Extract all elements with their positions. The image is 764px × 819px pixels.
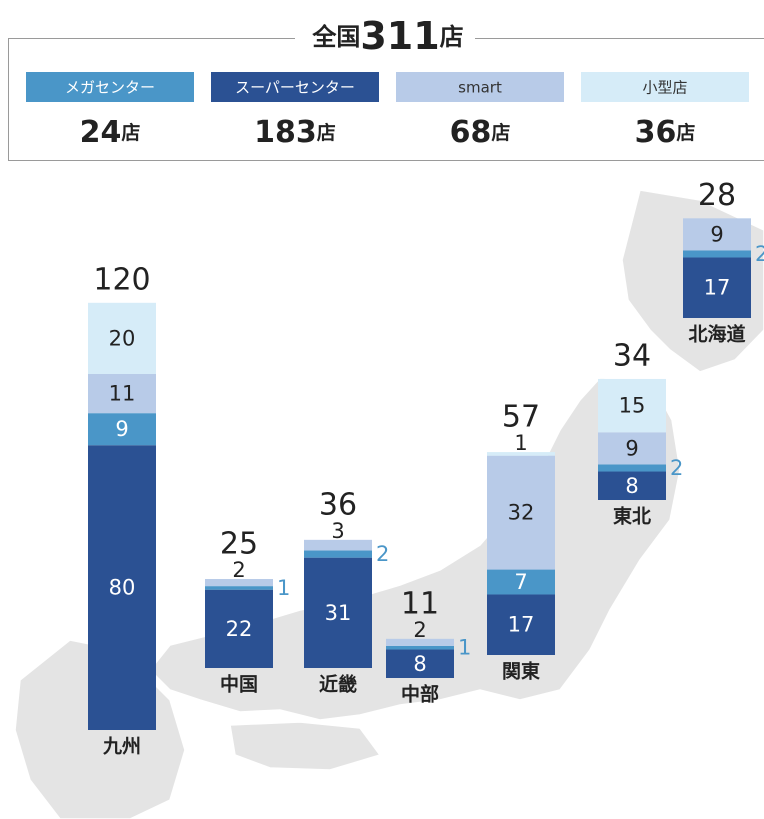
- legend-total-value: 36: [635, 115, 677, 150]
- segment-label: 31: [325, 601, 352, 625]
- legend-swatch: [26, 72, 194, 102]
- header-title: 全国311店: [311, 14, 463, 58]
- bar-segment: [304, 550, 372, 558]
- legend-swatch: [211, 72, 379, 102]
- bar-segment: [386, 649, 454, 678]
- segment-label: 2: [376, 542, 389, 566]
- bar-segment: [683, 257, 751, 318]
- region-label: 近畿: [319, 673, 357, 696]
- bar-total: 36: [319, 487, 357, 522]
- legend-total-unit: 店: [317, 121, 336, 144]
- legend-swatch: [581, 72, 749, 102]
- segment-label: 80: [109, 576, 136, 600]
- legend-label: メガセンター: [65, 79, 155, 97]
- legend-total-unit: 店: [491, 121, 510, 144]
- bar-total: 11: [401, 586, 439, 621]
- bar-total: 34: [613, 338, 651, 373]
- segment-label: 1: [458, 636, 471, 660]
- bar-segment: [205, 586, 273, 590]
- bar-segment: [487, 594, 555, 655]
- region-label: 関東: [502, 660, 540, 683]
- bar-segment: [386, 645, 454, 650]
- legend-total: 68店: [450, 115, 511, 150]
- segment-label: 3: [331, 519, 344, 543]
- legend-total: 183店: [254, 115, 336, 150]
- title-unit: 店: [440, 23, 464, 51]
- segment-label: 2: [232, 558, 245, 582]
- legend-total: 36店: [635, 115, 696, 150]
- segment-label: 9: [115, 417, 128, 441]
- segment-label: 2: [670, 456, 683, 480]
- segment-label: 1: [277, 576, 290, 600]
- legend-total-unit: 店: [121, 121, 140, 144]
- bar-segment: [205, 579, 273, 587]
- region-label: 中国: [220, 673, 258, 696]
- region-label: 中部: [401, 683, 439, 706]
- segment-label: 15: [619, 394, 646, 418]
- bar-segment: [487, 452, 555, 456]
- bar-segment: [487, 569, 555, 595]
- legend-label: スーパーセンター: [235, 79, 355, 97]
- segment-label: 17: [508, 613, 535, 637]
- bar-segment: [487, 455, 555, 570]
- segment-label: 11: [109, 382, 136, 406]
- title-total: 311: [360, 14, 439, 58]
- bar-segment: [88, 374, 156, 414]
- header: 全国311店: [8, 14, 764, 161]
- segment-label: 2: [413, 618, 426, 642]
- legend-total-value: 24: [80, 115, 122, 150]
- bar-total: 25: [220, 527, 258, 562]
- bar-total: 120: [93, 262, 150, 297]
- segment-label: 2: [755, 242, 764, 266]
- title-backdrop: [295, 20, 475, 56]
- bar-total: 57: [502, 400, 540, 435]
- bar-segment: [88, 445, 156, 730]
- bar-segment: [598, 464, 666, 472]
- bar-segment: [683, 250, 751, 258]
- bar-segment: [386, 638, 454, 646]
- segment-label: 7: [514, 570, 527, 594]
- bar-segment: [598, 471, 666, 500]
- bar-segment: [598, 378, 666, 433]
- bar-segment: [598, 432, 666, 465]
- segment-label: 8: [413, 652, 426, 676]
- segment-label: 9: [710, 222, 723, 246]
- legend-label: 小型店: [642, 79, 687, 97]
- bar-total: 28: [698, 178, 736, 213]
- bar-segment: [88, 302, 156, 374]
- segment-label: 20: [109, 326, 136, 350]
- region-label: 東北: [613, 505, 651, 528]
- shikoku-shape: [229, 721, 382, 771]
- segment-label: 22: [226, 617, 253, 641]
- legend-total: 24店: [80, 115, 141, 150]
- title-prefix: 全国: [311, 23, 360, 51]
- legend-total-unit: 店: [676, 121, 695, 144]
- bar-segment: [304, 539, 372, 551]
- legend-label: smart: [458, 79, 502, 97]
- segment-label: 17: [704, 276, 731, 300]
- segment-label: 9: [625, 436, 638, 460]
- region-label: 九州: [102, 736, 141, 758]
- bar-segment: [304, 557, 372, 668]
- segment-label: 8: [625, 474, 638, 498]
- segment-label: 1: [514, 431, 527, 455]
- bar-segment: [88, 413, 156, 446]
- region-label: 北海道: [688, 323, 745, 346]
- segment-label: 32: [508, 501, 535, 525]
- legend-swatch: [396, 72, 564, 102]
- legend-total-value: 68: [450, 115, 492, 150]
- bar-segment: [683, 218, 751, 251]
- legend-total-value: 183: [254, 115, 317, 150]
- bar-segment: [205, 589, 273, 668]
